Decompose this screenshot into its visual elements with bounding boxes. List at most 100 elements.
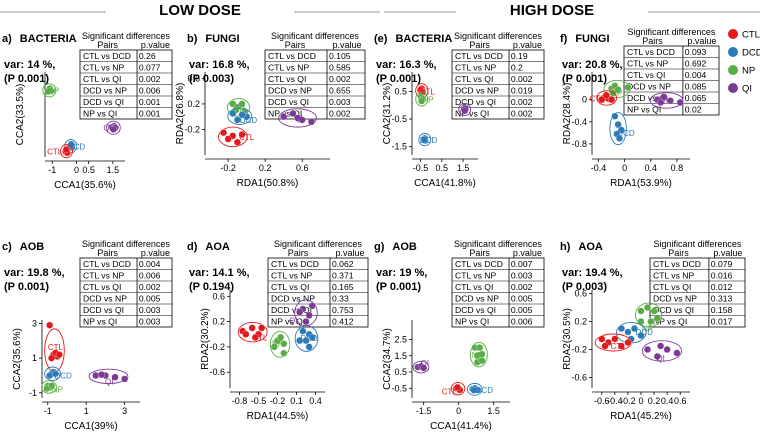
table-cell-pair: CTL vs DCD	[83, 51, 131, 61]
table-cell-pair: CTL vs DCD	[627, 47, 675, 57]
table-cell-pair: DCD vs NP	[271, 294, 315, 304]
x-tick-label: 1.5	[457, 163, 470, 173]
y-tick-label: -0.5	[391, 114, 407, 124]
y-tick-label: 0.2	[212, 317, 225, 327]
legend-label-ctl: CTL	[742, 30, 760, 41]
point-ctl	[258, 324, 266, 332]
point-qi	[676, 98, 684, 106]
variance-text: var: 14 %,	[4, 59, 55, 71]
table-cell-pvalue: 0.093	[685, 47, 707, 57]
group-label-qi: QI	[656, 354, 664, 363]
table-cell-pvalue: 0.006	[139, 271, 161, 281]
point-dcd	[470, 386, 478, 394]
table-cell-pvalue: 0.002	[511, 97, 533, 107]
point-np	[476, 344, 484, 352]
table-cell-pvalue: 0.313	[711, 294, 733, 304]
point-dcd	[614, 121, 622, 129]
x-axis-label: RDA1(44.5%)	[247, 411, 309, 422]
table-title: Significant differences	[454, 31, 542, 41]
x-tick-label: -0.4	[591, 163, 607, 173]
point-np	[647, 317, 655, 326]
table-col-pvalue: p.value	[141, 248, 170, 258]
table-cell-pvalue: 0.002	[139, 74, 161, 84]
table-cell-pair: CTL vs DCD	[271, 259, 319, 269]
group-ellipse-dcd	[44, 366, 61, 381]
point-dcd	[238, 111, 246, 119]
table-cell-pair: DCD vs NP	[627, 82, 671, 92]
table-cell-pair: CTL vs NP	[268, 63, 309, 73]
point-ctl	[251, 333, 259, 341]
group-ellipse-np	[635, 302, 663, 328]
panel-name: AOA	[578, 241, 603, 253]
table-cell-pvalue: 0.001	[139, 109, 161, 119]
x-tick-label: 1	[84, 406, 89, 416]
panel-c: c) AOB var: 19.8 %, (P 0.001) Significant di…	[2, 239, 173, 432]
variance-text: var: 16.3 %,	[376, 59, 437, 71]
panel-title: h) AOA	[560, 241, 603, 253]
table-cell-pair: DCD vs QI	[83, 97, 124, 107]
table-cell-pvalue: 0.158	[711, 305, 733, 315]
table-title: Significant differences	[82, 239, 170, 249]
table-col-pvalue: p.value	[332, 40, 361, 50]
table-cell-pair: CTL vs QI	[627, 70, 665, 80]
point-qi	[666, 97, 674, 105]
point-ctl	[233, 138, 241, 146]
table-cell-pvalue: 0.002	[139, 282, 161, 292]
point-qi	[302, 318, 310, 326]
point-ctl	[602, 91, 610, 99]
point-dcd	[615, 134, 623, 142]
point-qi	[280, 113, 288, 121]
group-label-np: NP	[642, 325, 653, 334]
table-cell-pvalue: 0.003	[139, 317, 161, 327]
low-dose-header: LOW DOSE	[159, 2, 241, 19]
point-np	[280, 340, 288, 348]
table-col-pairs: Pairs	[668, 248, 689, 258]
x-axis-label: CCA1(35.6%)	[54, 180, 116, 191]
table-cell-pvalue: 0.004	[685, 70, 707, 80]
table-cell-pvalue: 0.019	[511, 86, 533, 96]
table-cell-pair: DCD vs NP	[455, 86, 499, 96]
x-axis-label: CCA1(39%)	[64, 421, 117, 432]
x-tick-label: 0	[638, 396, 643, 406]
table-cell-pvalue: 0.007	[511, 259, 533, 269]
y-axis-label: CCA2(34.7%)	[382, 328, 393, 390]
variance-text: var: 20.8 %,	[562, 59, 623, 71]
y-tick-label: 0.6	[212, 291, 225, 301]
point-np	[653, 314, 661, 322]
table-cell-pair: DCD vs QI	[627, 93, 668, 103]
group-label-np: NP	[422, 96, 433, 105]
panel-letter: a)	[2, 33, 12, 45]
point-qi	[660, 93, 668, 101]
point-dcd	[630, 324, 639, 333]
group-ellipse-qi	[458, 102, 472, 117]
group-ellipse-np	[415, 91, 429, 107]
p-value-text: (P 0.003)	[189, 73, 234, 85]
x-tick-label: 0.8	[671, 163, 684, 173]
legend-swatch-np	[728, 65, 738, 75]
point-ctl	[224, 135, 232, 143]
table-cell-pvalue: 0.005	[511, 305, 533, 315]
x-tick-label: -0.8	[232, 396, 248, 406]
group-ellipse-np	[469, 341, 488, 368]
panel-letter: f)	[560, 33, 568, 45]
table-cell-pair: NP vs QI	[83, 317, 117, 327]
x-tick-label: 0.5	[436, 163, 449, 173]
group-label-np: NP	[52, 385, 63, 394]
point-ctl	[601, 342, 609, 350]
table-cell-pvalue: 0.371	[332, 271, 354, 281]
group-label-qi: QI	[421, 359, 429, 368]
x-tick-label: -0.4	[607, 396, 623, 406]
table-col-pairs: Pairs	[469, 248, 490, 258]
legend-label-np: NP	[742, 66, 755, 77]
panel-letter: (e)	[374, 33, 388, 45]
group-ellipse-dcd	[466, 382, 483, 396]
y-axis-label: RDA2(30.5%)	[562, 308, 573, 370]
table-cell-pair: CTL vs NP	[627, 59, 668, 69]
table-cell-pvalue: 0.003	[329, 97, 351, 107]
group-ellipse-qi	[278, 108, 317, 128]
table-col-pairs: Pairs	[97, 248, 118, 258]
point-np	[624, 83, 632, 92]
table-title: Significant differences	[271, 31, 359, 41]
point-np	[280, 349, 288, 357]
